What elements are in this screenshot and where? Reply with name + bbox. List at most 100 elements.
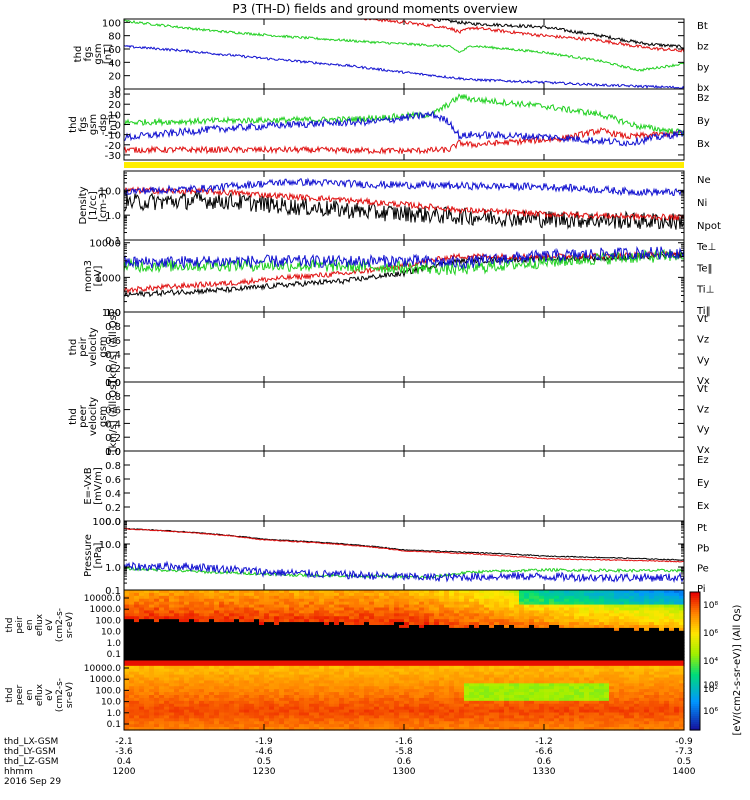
spectrogram-cell — [204, 642, 210, 647]
spectrogram-cell — [394, 683, 400, 687]
spectrogram-cell — [674, 642, 680, 647]
spectrogram-cell — [419, 692, 425, 696]
spectrogram-cell — [599, 633, 605, 638]
spectrogram-cell — [399, 622, 405, 626]
spectrogram-cell — [259, 660, 265, 664]
spectrogram-cell — [139, 616, 145, 620]
spectrogram-cell — [204, 727, 210, 731]
spectrogram-cell — [204, 619, 210, 623]
spectrogram-cell — [494, 630, 500, 635]
y-tick-label: -10 — [105, 131, 121, 142]
spectrogram-cell — [419, 660, 425, 664]
spectrogram-cell — [174, 616, 180, 620]
spectrogram-cell — [354, 639, 360, 644]
spectrogram-cell — [274, 610, 280, 614]
spectrogram-cell — [439, 692, 445, 696]
spectrogram-cell — [144, 598, 150, 603]
spectrogram-cell — [364, 657, 370, 661]
spectrogram-cell — [614, 610, 620, 614]
spectrogram-cell — [424, 598, 430, 603]
spectrogram-cell — [539, 630, 545, 635]
spectrogram-cell — [209, 642, 215, 647]
spectrogram-cell — [164, 639, 170, 644]
spectrogram-cell — [609, 636, 615, 641]
spectrogram-cell — [184, 610, 190, 614]
spectrogram-cell — [159, 627, 165, 632]
spectrogram-cell — [239, 604, 245, 609]
spectrogram-cell — [354, 721, 360, 725]
spectrogram-cell — [629, 592, 635, 597]
spectrogram-cell — [504, 712, 510, 717]
spectrogram-cell — [364, 692, 370, 696]
spectrogram-cell — [294, 715, 300, 719]
spectrogram-cell — [474, 648, 480, 652]
spectrogram-cell — [369, 648, 375, 652]
spectrogram-cell — [154, 712, 160, 717]
spectrogram-cell — [179, 648, 185, 652]
spectrogram-cell — [329, 721, 335, 725]
spectrogram-cell — [334, 590, 340, 594]
spectrogram-cell — [474, 604, 480, 609]
spectrogram-cell — [129, 619, 135, 623]
spectrogram-cell — [564, 630, 570, 635]
spectrogram-cell — [369, 633, 375, 638]
spectrogram-cell — [179, 601, 185, 606]
spectrogram-cell — [204, 709, 210, 714]
spectrogram-cell — [244, 709, 250, 714]
spectrogram-cell — [279, 601, 285, 606]
spectrogram-cell — [189, 607, 195, 612]
spectrogram-cell — [209, 651, 215, 655]
spectrogram-cell — [569, 645, 575, 649]
spectrogram-cell — [404, 709, 410, 714]
spectrogram-cell — [444, 700, 450, 705]
spectrogram-cell — [404, 712, 410, 717]
spectrogram-cell — [154, 700, 160, 705]
spectrogram-cell — [409, 604, 415, 609]
spectrogram-cell — [139, 695, 145, 699]
spectrogram-cell — [509, 706, 515, 711]
spectrogram-cell — [264, 665, 270, 670]
spectrogram-cell — [174, 636, 180, 641]
spectrogram-cell — [369, 668, 375, 673]
spectrogram-cell — [399, 654, 405, 658]
spectrogram-cell — [384, 668, 390, 673]
spectrogram-cell — [614, 630, 620, 635]
spectrogram-cell — [474, 642, 480, 647]
spectrogram-cell — [384, 616, 390, 620]
spectrogram-cell — [264, 686, 270, 690]
spectrogram-cell — [359, 654, 365, 658]
spectrogram-cell — [214, 721, 220, 725]
spectrogram-cell — [559, 616, 565, 620]
spectrogram-cell — [464, 601, 470, 606]
spectrogram-cell — [349, 645, 355, 649]
spectrogram-cell — [249, 595, 255, 600]
spectrogram-cell — [174, 686, 180, 690]
spectrogram-cell — [319, 706, 325, 711]
spectrogram-cell — [569, 607, 575, 612]
spectrogram-cell — [279, 668, 285, 673]
spectrogram-cell — [209, 692, 215, 696]
spectrogram-cell — [319, 683, 325, 687]
spectrogram-cell — [504, 607, 510, 612]
panel-frame — [123, 311, 685, 383]
spectrogram-cell — [219, 665, 225, 670]
spectrogram-cell — [259, 648, 265, 652]
spectrogram-cell — [674, 625, 680, 629]
spectrogram-cell — [504, 616, 510, 620]
spectrogram-cell — [129, 721, 135, 725]
spectrogram-cell — [524, 625, 530, 629]
spectrogram-cell — [134, 627, 140, 632]
spectrogram-cell — [439, 706, 445, 711]
spectrogram-cell — [454, 613, 460, 617]
spectrogram-cell — [434, 595, 440, 600]
spectrogram-cell — [499, 674, 505, 679]
spectrogram-cell — [339, 648, 345, 652]
spectrogram-cell — [334, 607, 340, 612]
spectrogram-cell — [279, 625, 285, 629]
spectrogram-cell — [474, 665, 480, 670]
spectrogram-cell — [269, 680, 275, 684]
spectrogram-cell — [404, 668, 410, 673]
spectrogram-cell — [509, 654, 515, 658]
spectrogram-cell — [449, 703, 455, 708]
spectrogram-cell — [149, 727, 155, 731]
